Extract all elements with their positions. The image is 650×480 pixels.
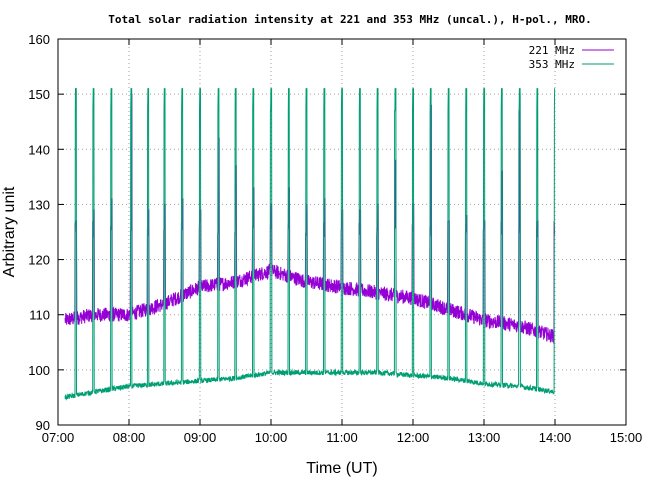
x-tick-label: 15:00 bbox=[610, 430, 643, 445]
x-tick-label: 07:00 bbox=[42, 430, 75, 445]
series-line-353-mhz bbox=[64, 88, 556, 401]
x-tick-label: 11:00 bbox=[326, 430, 358, 445]
y-tick-label: 160 bbox=[28, 32, 50, 47]
legend: 221 MHz 353 MHz bbox=[529, 44, 614, 71]
x-tick-label: 13:00 bbox=[468, 430, 501, 445]
x-tick-label: 12:00 bbox=[397, 430, 430, 445]
legend-label-221: 221 MHz bbox=[529, 44, 575, 57]
y-tick-label: 120 bbox=[28, 253, 50, 268]
axis-ticks: 07:00 08:00 09:00 10:00 11:00 12:00 13:00 14:00… bbox=[28, 32, 642, 445]
y-tick-label: 130 bbox=[28, 197, 50, 212]
y-axis-label: Arbitrary unit bbox=[1, 186, 18, 277]
y-tick-label: 150 bbox=[28, 87, 50, 102]
x-tick-label: 10:00 bbox=[255, 430, 288, 445]
series-line-221-mhz bbox=[64, 93, 556, 344]
y-tick-label: 110 bbox=[29, 308, 50, 323]
x-axis-label: Time (UT) bbox=[306, 460, 377, 477]
x-tick-label: 14:00 bbox=[539, 430, 572, 445]
y-tick-label: 100 bbox=[28, 363, 50, 378]
legend-label-353: 353 MHz bbox=[529, 58, 575, 71]
y-tick-label: 140 bbox=[28, 142, 50, 157]
x-tick-label: 09:00 bbox=[184, 430, 217, 445]
x-tick-label: 08:00 bbox=[113, 430, 146, 445]
series-layer bbox=[64, 88, 556, 401]
chart-title: Total solar radiation intensity at 221 a… bbox=[108, 13, 591, 26]
y-tick-label: 90 bbox=[36, 418, 50, 433]
